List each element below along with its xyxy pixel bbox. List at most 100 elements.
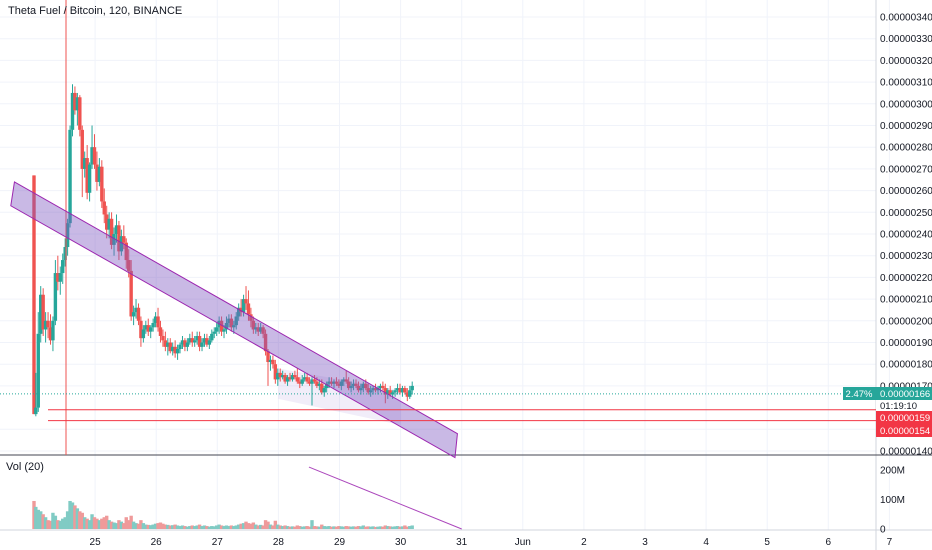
volume-bar <box>405 526 410 529</box>
volume-bar <box>354 526 358 529</box>
volume-bar <box>117 520 121 529</box>
candle-body <box>288 377 292 380</box>
countdown-badge: 01:19:10 <box>876 400 932 412</box>
candle-body <box>283 375 287 382</box>
volume-bar <box>244 521 248 529</box>
volume-bar <box>246 523 251 529</box>
candle-body <box>290 375 295 380</box>
descending-channel[interactable] <box>10 181 458 459</box>
volume-bar <box>83 517 87 529</box>
candle-body <box>65 223 70 248</box>
volume-bar <box>114 523 119 529</box>
candle-body <box>400 388 405 393</box>
volume-bar <box>51 512 55 529</box>
candle-body <box>178 344 182 350</box>
candle-body <box>268 359 273 363</box>
volume-bar <box>80 512 84 529</box>
candle-body <box>212 331 216 334</box>
candle-body <box>224 322 229 330</box>
candle-body <box>87 164 92 193</box>
candle-body <box>241 299 246 313</box>
volume-bar <box>46 520 50 529</box>
candle-body <box>180 340 185 345</box>
volume-tick-label: 200M <box>880 466 905 477</box>
time-tick-label: Jun <box>515 537 531 548</box>
candle-body <box>97 166 102 182</box>
candle-body <box>285 377 290 382</box>
candle-body <box>346 381 351 389</box>
volume-bar <box>400 526 405 529</box>
candle-body <box>342 379 346 382</box>
candle-body <box>200 342 204 347</box>
volume-bar <box>408 526 412 529</box>
volume-bar <box>346 526 351 529</box>
candle-body <box>70 92 75 130</box>
volume-bar <box>70 502 75 529</box>
volume-bar <box>195 525 199 529</box>
volume-bar <box>183 526 187 529</box>
volume-bar <box>329 526 334 529</box>
volume-bar <box>376 526 380 529</box>
volume-bar <box>337 526 341 529</box>
volume-bar <box>73 505 77 529</box>
candle-body <box>136 307 141 321</box>
volume-bar <box>32 500 36 529</box>
volume-bar <box>276 524 280 529</box>
candle-body <box>141 329 146 339</box>
candle-body <box>395 388 400 391</box>
candle-body <box>368 390 373 393</box>
volume-bar <box>339 526 344 529</box>
price-tick-label: 0.00000260 <box>880 186 932 197</box>
candle-body <box>56 273 60 282</box>
candle-body <box>378 385 383 389</box>
time-tick-label: 6 <box>826 537 832 548</box>
volume-trendline[interactable] <box>308 466 462 530</box>
level-2-badge-text: 0.00000154 <box>880 426 930 437</box>
candle-body <box>351 383 356 386</box>
candle-body <box>158 327 163 336</box>
candle-body <box>393 390 397 393</box>
volume-bars <box>32 500 414 529</box>
chart-title: Theta Fuel / Bitcoin, 120, BINANCE <box>8 5 183 17</box>
volume-bar <box>68 500 72 529</box>
volume-bar <box>236 524 241 529</box>
volume-bar <box>344 526 348 529</box>
candle-body <box>254 327 258 330</box>
candle-body <box>151 322 155 328</box>
candle-body <box>356 385 361 391</box>
candle-body <box>273 364 278 380</box>
change-badge-text: 2.47% <box>846 389 873 400</box>
volume-bar <box>205 526 209 529</box>
candle-body <box>334 381 339 384</box>
volume-bar <box>398 526 402 529</box>
candle-body <box>332 381 336 384</box>
volume-bar <box>298 526 302 529</box>
time-tick-label: 28 <box>273 537 285 548</box>
candle-body <box>210 333 214 341</box>
volume-bar <box>61 518 65 529</box>
volume-bar <box>175 525 180 529</box>
time-tick-label: 2 <box>581 537 587 548</box>
volume-bar <box>149 525 153 529</box>
price-tick-label: 0.00000310 <box>880 78 932 89</box>
candle-body <box>195 335 199 341</box>
time-tick-label: 27 <box>212 537 224 548</box>
volume-bar <box>256 525 260 529</box>
volume-bar <box>310 520 314 529</box>
volume-bar <box>217 524 221 529</box>
candle-body <box>36 333 40 408</box>
volume-bar <box>170 525 175 529</box>
volume-bar <box>332 526 336 529</box>
volume-bar <box>366 526 370 529</box>
volume-bar <box>388 526 392 529</box>
time-tick-label: 25 <box>90 537 102 548</box>
volume-bar <box>127 520 131 529</box>
volume-tick-label: 100M <box>880 495 905 506</box>
candle-body <box>232 325 236 328</box>
volume-bar <box>134 523 138 529</box>
volume-bar <box>266 521 270 529</box>
price-tick-label: 0.00000180 <box>880 360 932 371</box>
volume-bar <box>185 526 190 529</box>
candle-body <box>261 327 265 334</box>
